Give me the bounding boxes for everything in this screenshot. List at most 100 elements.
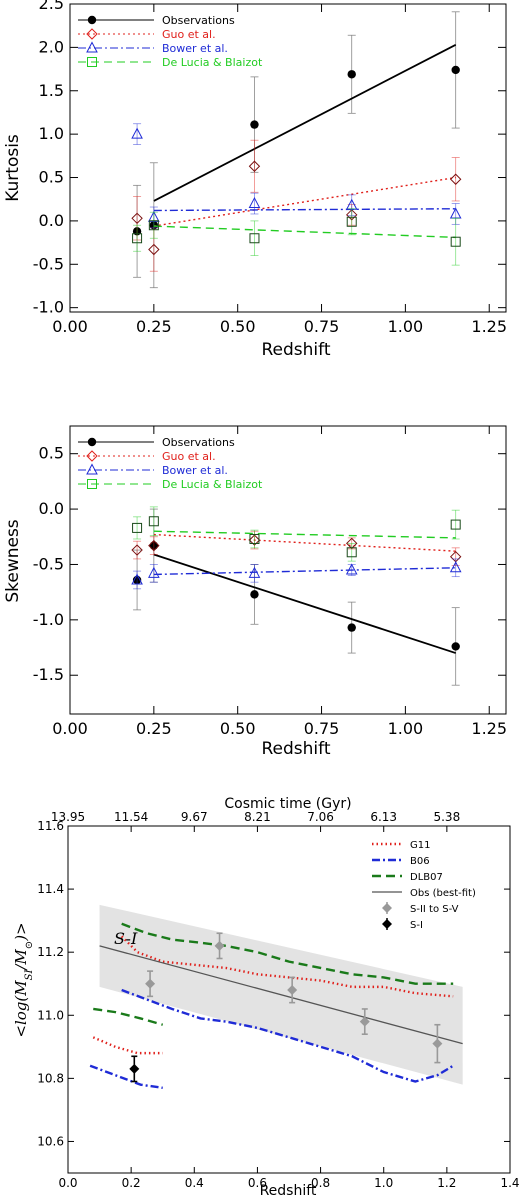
legend-label: G11 (410, 840, 430, 851)
y-tick-label: 11.2 (37, 945, 64, 959)
x-tick-label: 0.00 (52, 719, 88, 738)
plot-frame: 0.00 0.25 0.50 0.75 1.00 1.25 -1.5 -1.0 -0.5 0.0 0… (33, 425, 507, 738)
legend-label: De Lucia & Blaizot (162, 56, 263, 69)
x-tick-label: 1.0 (374, 1176, 393, 1190)
y-axis-label: Skewness (3, 519, 23, 602)
y-tick-label: 1.0 (39, 124, 64, 143)
fit-line (153, 567, 456, 576)
y-tick-label: -1.0 (33, 298, 64, 317)
data-point (250, 120, 259, 129)
series-b06 (121, 988, 454, 1083)
top-x-tick-label: 9.67 (181, 810, 208, 824)
series-g11-s-i (92, 1036, 163, 1055)
y-tick-label: -1.5 (33, 665, 64, 684)
fit-line (153, 533, 456, 552)
legend-label: DLB07 (410, 872, 443, 883)
series-dlb07-s-i (93, 1007, 164, 1026)
x-axis-label: Redshift (261, 739, 330, 759)
legend-label: S-I (410, 920, 423, 931)
legend-label: Bower et al. (162, 42, 228, 55)
legend-label: Observations (162, 436, 235, 449)
fit-line (153, 530, 456, 539)
data-point (432, 1038, 443, 1049)
series-guo-et-al (131, 139, 462, 272)
series-observations (132, 11, 460, 289)
series-observations (132, 508, 460, 686)
series-b06-s-i (89, 1064, 163, 1090)
data-point (451, 65, 460, 75)
y-axis-label: Kurtosis (3, 134, 23, 202)
data-point (346, 216, 357, 227)
skewness-chart: 0.00 0.25 0.50 0.75 1.00 1.25 -1.5 -1.0 -0.5 0.0 0… (3, 425, 507, 759)
data-point (148, 516, 159, 527)
data-point (214, 940, 225, 951)
y-tick-label: 10.6 (37, 1134, 64, 1148)
kurtosis-chart: 0.00 0.25 0.50 0.75 1.00 1.25 -1.0 -0.5 0.0 0.5 1.… (3, 0, 507, 360)
series-bower-et-al (131, 558, 462, 590)
data-point (250, 590, 259, 599)
plot-frame: 0.0 0.2 0.4 0.6 0.8 1.0 1.2 1.4 13.95 11.54 9.67 8.… (37, 810, 519, 1190)
data-point (129, 1063, 140, 1074)
legend-label: Guo et al. (162, 450, 216, 463)
data-point (145, 978, 156, 989)
data-point (132, 233, 143, 244)
data-point (451, 642, 460, 651)
data-point (449, 561, 462, 573)
fit-line (153, 43, 457, 202)
plot-frame: 0.00 0.25 0.50 0.75 1.00 1.25 -1.0 -0.5 0.0 0.5 1.… (33, 0, 507, 336)
y-tick-label: 11.6 (37, 819, 64, 833)
data-point (347, 70, 356, 79)
data-point (346, 547, 357, 558)
points-s-ii-to-s-v (145, 932, 443, 1064)
y-tick-label: 1.5 (39, 81, 64, 100)
legend-label: Bower et al. (162, 464, 228, 477)
plot-border (69, 425, 507, 715)
x-tick-label: 0.00 (52, 317, 88, 336)
plot-border (69, 3, 507, 313)
fit-line (153, 225, 456, 239)
top-x-tick-label: 6.13 (370, 810, 397, 824)
x-tick-label: 0.0 (58, 1176, 77, 1190)
data-point (148, 243, 160, 256)
x-tick-label: 0.25 (136, 317, 172, 336)
data-point (148, 566, 160, 578)
x-axis-label: Redshift (260, 1183, 317, 1199)
data-point (131, 573, 143, 585)
legend-marker (86, 463, 98, 475)
legend-label: Obs (best-fit) (410, 888, 476, 899)
y-axis-label: <log(MSI/M⊙)> (12, 922, 35, 1037)
data-point (347, 623, 356, 632)
legend-marker (86, 41, 98, 53)
top-x-tick-label: 5.38 (433, 810, 460, 824)
y-tick-label: -1.0 (33, 610, 64, 629)
x-tick-label: 0.75 (304, 317, 340, 336)
data-point (449, 173, 462, 185)
data-point (248, 196, 261, 209)
legend-label: Observations (162, 14, 235, 27)
data-point (148, 539, 160, 552)
legend-marker (87, 437, 97, 447)
legend-marker (382, 903, 392, 913)
data-point (345, 563, 358, 575)
x-tick-label: 0.50 (220, 317, 256, 336)
fit-line (153, 176, 456, 227)
fit-line (153, 208, 456, 212)
x-tick-label: 1.00 (388, 719, 424, 738)
y-tick-label: 0.0 (39, 499, 64, 518)
y-tick-label: 0.0 (39, 211, 64, 230)
x-tick-label: 1.25 (471, 719, 507, 738)
x-tick-label: 1.00 (388, 317, 424, 336)
top-x-tick-label: 7.06 (307, 810, 334, 824)
data-point (131, 544, 143, 556)
series-de-lucia-blaizot (132, 208, 461, 266)
data-point (148, 220, 159, 231)
data-point (359, 1016, 370, 1027)
data-point (132, 522, 143, 533)
series-de-lucia-blaizot (132, 506, 461, 562)
legend-label: De Lucia & Blaizot (162, 478, 263, 491)
y-tick-label: 2.0 (39, 37, 64, 56)
data-point (131, 212, 143, 225)
